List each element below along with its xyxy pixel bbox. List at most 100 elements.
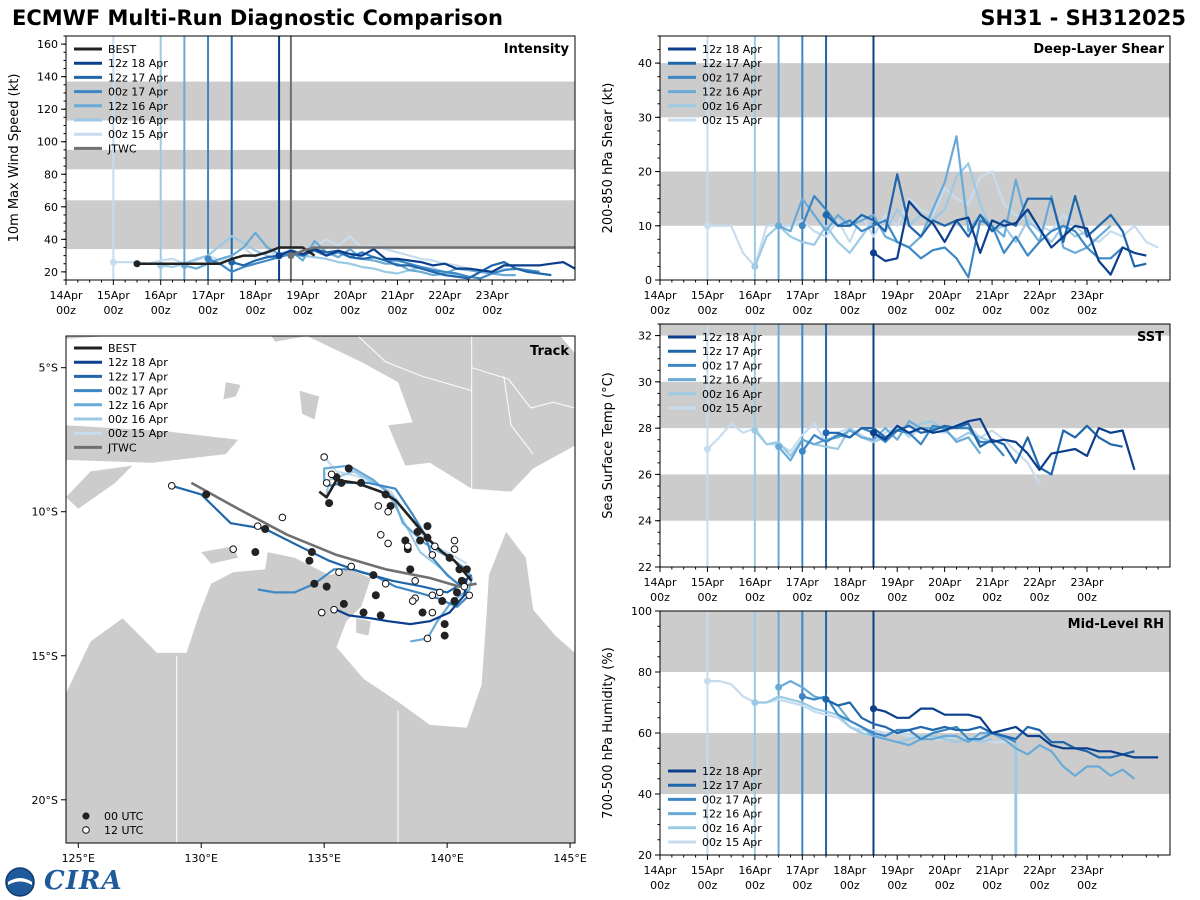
shear-ytick-label-30: 30 (638, 111, 652, 124)
track-marker-00utc (359, 608, 368, 617)
intensity-xtick-day-3: 17Apr (192, 289, 226, 302)
track-line-jtwc (190, 481, 477, 588)
track-marker-00utc (322, 582, 331, 591)
shear-ylabel: 200-850 hPa Shear (kt) (601, 83, 616, 234)
sst-xtick-day-3: 17Apr (786, 576, 820, 589)
intensity-start-marker-12z-18-apr (275, 252, 283, 260)
shear-panel: 0 10 20 30 40 14Apr 00z 15Apr 00z 16Apr 00z 17Apr 00… (601, 35, 1171, 317)
rh-xtick-hour-5: 00z (887, 879, 907, 892)
sst-xtick-hour-4: 00z (840, 591, 860, 604)
rh-band-1 (660, 611, 1170, 672)
intensity-ytick-label-100: 100 (37, 136, 58, 149)
shear-ytick-label-10: 10 (638, 220, 652, 233)
sst-frame (659, 323, 1171, 568)
legend-label-00z-16-apr: 00z 16 Apr (108, 413, 168, 426)
rh-series-12z-17-apr (825, 698, 1135, 759)
rh-xtick-hour-0: 00z (650, 879, 670, 892)
shear-xtick-day-2: 16Apr (738, 289, 772, 302)
track-marker-00utc (418, 608, 427, 617)
legend-label-12z-16-apr: 12z 16 Apr (702, 86, 762, 99)
sst-ylabel: Sea Surface Temp (°C) (601, 372, 616, 519)
shear-xtick-hour-0: 00z (650, 304, 670, 317)
rh-xtick-hour-3: 00z (792, 879, 812, 892)
intensity-start-marker-00z-15-apr (109, 258, 117, 266)
shear-plot-area (703, 36, 1159, 280)
rh-xtick-hour-8: 00z (1030, 879, 1050, 892)
shear-xtick-hour-8: 00z (1030, 304, 1050, 317)
shear-ytick-label-0: 0 (645, 274, 652, 287)
legend-label-00z-15-apr: 00z 15 Apr (702, 836, 762, 849)
intensity-xtick-hour-6: 00z (340, 304, 360, 317)
sst-band-2 (660, 324, 1170, 336)
intensity-xtick-hour-9: 00z (482, 304, 502, 317)
land-kai (223, 382, 241, 400)
sst-ytick-label-22: 22 (638, 561, 652, 574)
land-australia (66, 531, 575, 843)
intensity-xtick-hour-4: 00z (246, 304, 266, 317)
track-xtick-label: 130°E (185, 852, 218, 865)
legend-label-00z-17-apr: 00z 17 Apr (108, 86, 168, 99)
legend-label-jtwc: JTWC (107, 142, 137, 155)
track-panel: 125°E 130°E 135°E 140°E 145°E 5°S 10°S 15°S 20°S… (32, 335, 587, 865)
rh-start-marker-12z-17-apr (822, 695, 830, 703)
track-marker-12utc (229, 545, 238, 553)
shear-xtick-day-4: 18Apr (833, 289, 867, 302)
track-marker-00utc (416, 536, 425, 545)
sst-ytick-label-32: 32 (638, 330, 652, 343)
track-marker-00utc (455, 565, 464, 574)
track-marker-00utc (445, 553, 454, 562)
land-groote-eylandt (356, 618, 371, 636)
track-marker-12utc (327, 470, 336, 479)
marker-legend-00utc-label: 00 UTC (104, 810, 144, 823)
intensity-xtick-hour-0: 00z (56, 304, 76, 317)
marker-legend-12utc-label: 12 UTC (104, 824, 144, 837)
sst-ytick-label-30: 30 (638, 376, 652, 389)
shear-xtick-hour-5: 00z (887, 304, 907, 317)
shear-ytick-label-40: 40 (638, 57, 652, 70)
rh-xtick-hour-1: 00z (698, 879, 718, 892)
track-marker-12utc (450, 545, 459, 553)
track-marker-12utc (278, 513, 287, 522)
shear-xtick-hour-6: 00z (935, 304, 955, 317)
marker-legend-00utc-symbol (82, 812, 90, 820)
track-marker-00utc (369, 571, 378, 580)
sst-xtick-day-9: 23Apr (1070, 576, 1104, 589)
shear-xtick-hour-9: 00z (1077, 304, 1097, 317)
track-marker-12utc (460, 582, 469, 591)
sst-ytick-label-28: 28 (638, 422, 652, 435)
legend-label-12z-18-apr: 12z 18 Apr (702, 43, 762, 56)
track-marker-12utc (384, 539, 392, 548)
legend-label-00z-16-apr: 00z 16 Apr (108, 114, 168, 127)
track-marker-00utc (438, 597, 447, 606)
shear-xtick-hour-3: 00z (792, 304, 812, 317)
rh-xtick-day-8: 22Apr (1023, 864, 1057, 877)
track-marker-12utc (435, 588, 444, 597)
track-line-12z-17-apr (171, 484, 473, 594)
rh-ytick-label-100: 100 (631, 605, 652, 618)
legend-label-12z-17-apr: 12z 17 Apr (702, 779, 762, 792)
sst-band-1 (660, 381, 1170, 429)
rh-xtick-day-4: 18Apr (833, 864, 867, 877)
rh-ytick-label-60: 60 (638, 727, 652, 740)
intensity-panel: 20 40 60 80 100 120 140 160 14Apr 00z 15Apr 00z 16Ap… (7, 35, 576, 317)
intensity-start-marker-best (133, 260, 141, 268)
intensity-band-1 (66, 149, 575, 170)
legend-label-00z-15-apr: 00z 15 Apr (108, 128, 168, 141)
border-province-a (357, 336, 472, 392)
border-province-c (503, 376, 534, 455)
rh-xtick-day-7: 21Apr (976, 864, 1010, 877)
intensity-ytick-label-140: 140 (37, 71, 58, 84)
shear-xtick-day-9: 23Apr (1070, 289, 1104, 302)
track-marker-00utc (376, 611, 385, 620)
intensity-panel-title: Intensity (504, 42, 570, 57)
rh-ytick-label-80: 80 (638, 666, 652, 679)
rh-plot-area (703, 611, 1159, 855)
track-marker-00utc (261, 525, 270, 534)
sst-band-0 (660, 474, 1170, 521)
shear-start-marker-00z-15-apr (703, 222, 711, 230)
sst-xtick-hour-3: 00z (792, 591, 812, 604)
track-marker-12utc (428, 551, 437, 559)
rh-start-marker-00z-15-apr (703, 677, 711, 685)
shear-start-marker-12z-17-apr (822, 211, 830, 219)
legend-label-00z-17-apr: 00z 17 Apr (702, 359, 762, 372)
